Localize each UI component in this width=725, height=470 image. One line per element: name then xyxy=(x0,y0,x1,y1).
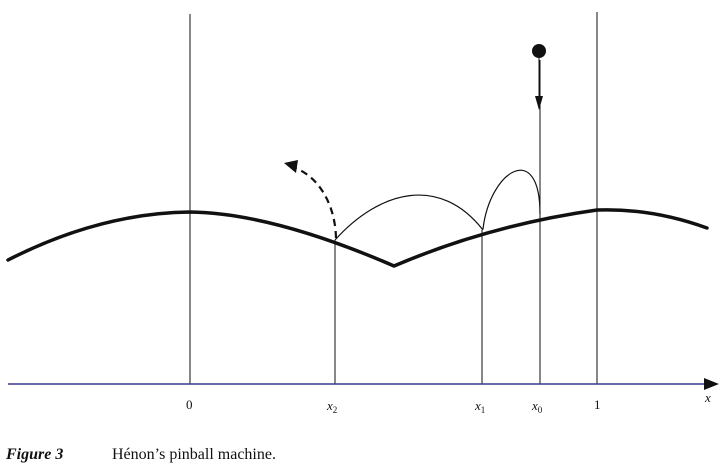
tick-label-x2-var: x xyxy=(327,398,333,413)
tick-label-x2: x2 xyxy=(327,398,337,415)
tick-label-x1-var: x xyxy=(475,398,481,413)
tick-label-x0: x0 xyxy=(532,398,542,415)
tick-label-x2-sub: 2 xyxy=(332,405,338,415)
bounce-arc-x0-x1 xyxy=(482,169,541,230)
tick-label-zero: 0 xyxy=(186,397,193,412)
caption-text: Hénon’s pinball machine. xyxy=(112,446,276,463)
figure-caption: Figure 3 Hénon’s pinball machine. xyxy=(6,446,276,464)
tick-label-one: 1 xyxy=(594,397,601,412)
falling-arrowhead xyxy=(535,96,543,110)
tick-label-x1: x1 xyxy=(475,398,485,415)
tick-label-x1-sub: 1 xyxy=(480,405,486,415)
escape-trajectory xyxy=(294,166,338,239)
caption-label: Figure 3 xyxy=(6,446,64,463)
bounce-arc-x1-x2 xyxy=(334,194,484,241)
tick-label-x0-var: x xyxy=(532,398,538,413)
axis-label-x: x xyxy=(705,390,711,405)
pinball-ball xyxy=(532,44,546,58)
escape-arrowhead xyxy=(284,160,298,173)
pinball-surface xyxy=(6,208,709,268)
tick-label-x0-sub: 0 xyxy=(537,405,543,415)
x-axis-arrowhead xyxy=(704,378,719,390)
